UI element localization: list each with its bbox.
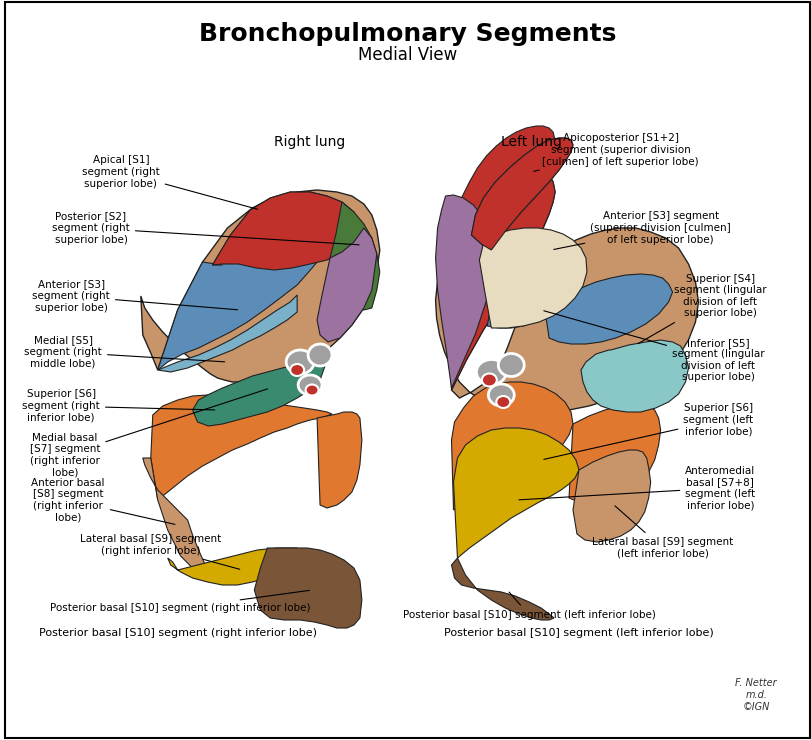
Polygon shape <box>254 548 362 628</box>
Text: Posterior basal [S10] segment (right inferior lobe): Posterior basal [S10] segment (right inf… <box>39 628 316 638</box>
Text: Medial [S5]
segment (right
middle lobe): Medial [S5] segment (right middle lobe) <box>24 335 225 369</box>
Polygon shape <box>157 192 341 370</box>
Text: Posterior basal [S10] segment (right inferior lobe): Posterior basal [S10] segment (right inf… <box>50 591 311 613</box>
Ellipse shape <box>476 360 505 385</box>
Ellipse shape <box>285 350 314 374</box>
Text: Posterior [S2]
segment (right
superior lobe): Posterior [S2] segment (right superior l… <box>52 212 358 245</box>
Polygon shape <box>435 195 493 388</box>
Polygon shape <box>212 192 359 270</box>
Text: Posterior basal [S10] segment (left inferior lobe): Posterior basal [S10] segment (left infe… <box>402 592 654 620</box>
Polygon shape <box>580 340 688 412</box>
Polygon shape <box>151 395 332 500</box>
Text: Anterior [S3]
segment (right
superior lobe): Anterior [S3] segment (right superior lo… <box>32 280 238 312</box>
Ellipse shape <box>298 375 322 395</box>
Polygon shape <box>140 190 380 382</box>
Text: Inferior [S5]
segment (lingular
division of left
superior lobe): Inferior [S5] segment (lingular division… <box>543 311 764 383</box>
Polygon shape <box>157 295 297 372</box>
Polygon shape <box>329 202 380 310</box>
Polygon shape <box>451 382 573 510</box>
Polygon shape <box>478 228 586 328</box>
Ellipse shape <box>290 364 304 376</box>
Polygon shape <box>471 138 573 250</box>
Polygon shape <box>453 428 578 558</box>
Polygon shape <box>446 168 555 390</box>
Text: F. Netter
m.d.
©IGN: F. Netter m.d. ©IGN <box>735 679 776 712</box>
Ellipse shape <box>498 354 524 377</box>
Text: Left lung: Left lung <box>500 135 561 149</box>
Text: Medial basal
[S7] segment
(right inferior
lobe): Medial basal [S7] segment (right inferio… <box>30 388 268 477</box>
Ellipse shape <box>481 374 496 386</box>
Text: Lateral basal [S9] segment
(right inferior lobe): Lateral basal [S9] segment (right inferi… <box>80 534 239 569</box>
Text: Anterior basal
[S8] segment
(right inferior
lobe): Anterior basal [S8] segment (right infer… <box>32 477 174 525</box>
Text: Right lung: Right lung <box>274 135 345 149</box>
Polygon shape <box>316 228 376 342</box>
Ellipse shape <box>496 396 509 408</box>
Text: Apicoposterior [S1+2]
segment (superior division
[culmen] of left superior lobe): Apicoposterior [S1+2] segment (superior … <box>533 133 698 172</box>
Text: Medial View: Medial View <box>358 46 457 64</box>
Polygon shape <box>316 412 362 508</box>
Text: Lateral basal [S9] segment
(left inferior lobe): Lateral basal [S9] segment (left inferio… <box>591 506 732 559</box>
Text: Bronchopulmonary Segments: Bronchopulmonary Segments <box>199 22 616 46</box>
Polygon shape <box>453 126 555 290</box>
Ellipse shape <box>305 385 318 395</box>
Text: Anteromedial
basal [S7+8]
segment (left
inferior lobe): Anteromedial basal [S7+8] segment (left … <box>518 465 754 511</box>
Polygon shape <box>487 274 672 344</box>
Text: Superior [S6]
segment (right
inferior lobe): Superior [S6] segment (right inferior lo… <box>22 389 214 423</box>
Polygon shape <box>435 168 697 412</box>
Text: Anterior [S3] segment
(superior division [culmen]
of left superior lobe): Anterior [S3] segment (superior division… <box>553 212 730 249</box>
Polygon shape <box>471 138 573 328</box>
Text: Superior [S4]
segment (lingular
division of left
superior lobe): Superior [S4] segment (lingular division… <box>637 274 766 343</box>
Polygon shape <box>168 548 307 585</box>
Polygon shape <box>573 450 650 542</box>
Polygon shape <box>569 404 660 502</box>
Text: Posterior basal [S10] segment (left inferior lobe): Posterior basal [S10] segment (left infe… <box>444 628 713 638</box>
Ellipse shape <box>307 344 332 366</box>
Polygon shape <box>451 558 553 620</box>
Polygon shape <box>143 458 208 570</box>
Text: Superior [S6]
segment (left
inferior lobe): Superior [S6] segment (left inferior lob… <box>543 403 753 460</box>
Polygon shape <box>192 360 327 426</box>
Text: Apical [S1]
segment (right
superior lobe): Apical [S1] segment (right superior lobe… <box>82 155 257 209</box>
Ellipse shape <box>487 384 513 406</box>
